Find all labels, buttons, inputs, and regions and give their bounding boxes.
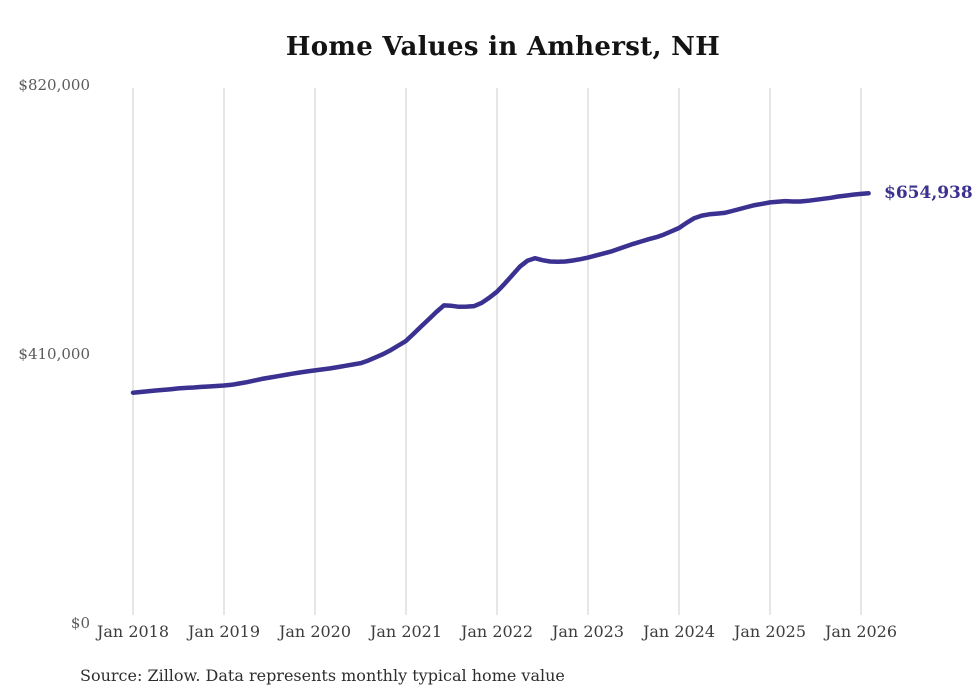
x-tick-label: Jan 2023 <box>551 622 625 641</box>
x-tick-label: Jan 2022 <box>460 622 534 641</box>
y-tick-label: $820,000 <box>18 76 90 94</box>
x-tick-label: Jan 2020 <box>278 622 352 641</box>
x-tick-label: Jan 2024 <box>642 622 716 641</box>
y-tick-label: $410,000 <box>18 345 90 363</box>
gridlines <box>132 88 862 615</box>
x-tick-label: Jan 2021 <box>369 622 443 641</box>
chart-title: Home Values in Amherst, NH <box>285 32 721 62</box>
series-end-value-label: $654,938 <box>884 183 973 204</box>
x-tick-label: Jan 2019 <box>187 622 261 641</box>
y-tick-label: $0 <box>70 614 90 632</box>
source-note: Source: Zillow. Data represents monthly … <box>80 666 565 685</box>
x-tick-label: Jan 2018 <box>96 622 170 641</box>
x-tick-label: Jan 2026 <box>824 622 898 641</box>
home-value-line <box>130 191 871 395</box>
x-tick-label: Jan 2025 <box>733 622 807 641</box>
